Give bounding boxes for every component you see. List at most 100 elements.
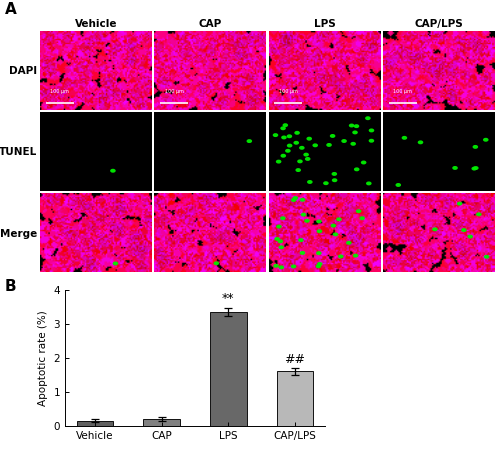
Circle shape bbox=[452, 166, 458, 170]
Circle shape bbox=[323, 181, 328, 185]
Circle shape bbox=[291, 265, 296, 269]
Circle shape bbox=[272, 133, 278, 137]
Circle shape bbox=[432, 227, 438, 231]
Circle shape bbox=[274, 237, 280, 241]
Text: CAP: CAP bbox=[198, 19, 222, 29]
Text: 100 µm: 100 µm bbox=[394, 89, 412, 94]
Circle shape bbox=[473, 166, 478, 170]
Circle shape bbox=[468, 235, 473, 239]
Circle shape bbox=[278, 239, 283, 243]
Bar bbox=[77, 421, 114, 426]
Circle shape bbox=[356, 209, 362, 213]
Circle shape bbox=[316, 264, 322, 268]
Circle shape bbox=[312, 143, 318, 147]
Circle shape bbox=[214, 261, 219, 265]
Circle shape bbox=[306, 137, 312, 140]
Circle shape bbox=[292, 196, 298, 200]
Circle shape bbox=[360, 216, 365, 220]
Text: LPS: LPS bbox=[314, 19, 336, 29]
Text: Vehicle: Vehicle bbox=[74, 19, 117, 29]
Text: TUNEL: TUNEL bbox=[0, 147, 38, 158]
Circle shape bbox=[352, 130, 358, 135]
Circle shape bbox=[294, 141, 299, 145]
Text: 100 µm: 100 µm bbox=[50, 89, 69, 94]
Y-axis label: Apoptotic rate (%): Apoptotic rate (%) bbox=[38, 310, 48, 406]
Circle shape bbox=[332, 178, 338, 182]
Circle shape bbox=[354, 167, 360, 171]
Circle shape bbox=[276, 159, 281, 164]
Text: 100 µm: 100 µm bbox=[279, 89, 298, 94]
Circle shape bbox=[368, 139, 374, 143]
Circle shape bbox=[296, 168, 301, 172]
Circle shape bbox=[297, 159, 303, 164]
Circle shape bbox=[342, 139, 347, 143]
Bar bbox=[144, 419, 180, 426]
Circle shape bbox=[274, 264, 279, 268]
Circle shape bbox=[276, 225, 281, 229]
Circle shape bbox=[298, 238, 304, 242]
Circle shape bbox=[396, 183, 401, 187]
Circle shape bbox=[461, 228, 466, 232]
Circle shape bbox=[338, 255, 344, 258]
Text: ##: ## bbox=[284, 353, 306, 366]
Circle shape bbox=[402, 136, 407, 140]
Text: B: B bbox=[5, 279, 16, 294]
Circle shape bbox=[317, 262, 322, 266]
Circle shape bbox=[332, 232, 338, 236]
Circle shape bbox=[366, 182, 372, 185]
Circle shape bbox=[246, 139, 252, 143]
Circle shape bbox=[330, 224, 336, 227]
Circle shape bbox=[349, 124, 354, 127]
Text: DAPI: DAPI bbox=[10, 66, 38, 77]
Circle shape bbox=[280, 154, 286, 158]
Circle shape bbox=[304, 219, 310, 223]
Circle shape bbox=[278, 246, 284, 249]
Circle shape bbox=[286, 134, 292, 138]
Circle shape bbox=[332, 172, 337, 176]
Circle shape bbox=[305, 157, 310, 161]
Circle shape bbox=[350, 142, 356, 146]
Circle shape bbox=[418, 140, 424, 145]
Circle shape bbox=[326, 143, 332, 147]
Circle shape bbox=[110, 169, 116, 173]
Circle shape bbox=[282, 123, 288, 127]
Circle shape bbox=[354, 124, 360, 128]
Text: **: ** bbox=[222, 292, 234, 305]
Circle shape bbox=[365, 116, 370, 120]
Text: A: A bbox=[5, 2, 17, 17]
Circle shape bbox=[299, 146, 304, 150]
Circle shape bbox=[285, 149, 290, 153]
Circle shape bbox=[316, 251, 322, 255]
Circle shape bbox=[278, 265, 284, 270]
Circle shape bbox=[294, 131, 300, 135]
Text: CAP/LPS: CAP/LPS bbox=[414, 19, 464, 29]
Circle shape bbox=[300, 212, 306, 217]
Circle shape bbox=[336, 217, 342, 221]
Text: Merge: Merge bbox=[0, 228, 38, 239]
Circle shape bbox=[316, 219, 322, 223]
Circle shape bbox=[483, 138, 488, 142]
Circle shape bbox=[457, 202, 462, 206]
Circle shape bbox=[291, 198, 296, 202]
Circle shape bbox=[280, 126, 286, 130]
Circle shape bbox=[368, 129, 374, 132]
Circle shape bbox=[346, 241, 352, 245]
Circle shape bbox=[476, 212, 482, 216]
Circle shape bbox=[353, 254, 358, 258]
Circle shape bbox=[280, 216, 285, 220]
Circle shape bbox=[330, 134, 336, 138]
Circle shape bbox=[300, 251, 305, 255]
Text: 100 µm: 100 µm bbox=[164, 89, 184, 94]
Bar bbox=[210, 312, 246, 426]
Circle shape bbox=[361, 160, 366, 164]
Circle shape bbox=[472, 145, 478, 149]
Circle shape bbox=[281, 135, 287, 140]
Bar bbox=[276, 371, 313, 426]
Circle shape bbox=[304, 153, 309, 157]
Circle shape bbox=[300, 198, 306, 202]
Circle shape bbox=[472, 167, 477, 171]
Circle shape bbox=[316, 229, 322, 233]
Circle shape bbox=[112, 261, 118, 265]
Circle shape bbox=[287, 144, 292, 148]
Circle shape bbox=[307, 180, 312, 184]
